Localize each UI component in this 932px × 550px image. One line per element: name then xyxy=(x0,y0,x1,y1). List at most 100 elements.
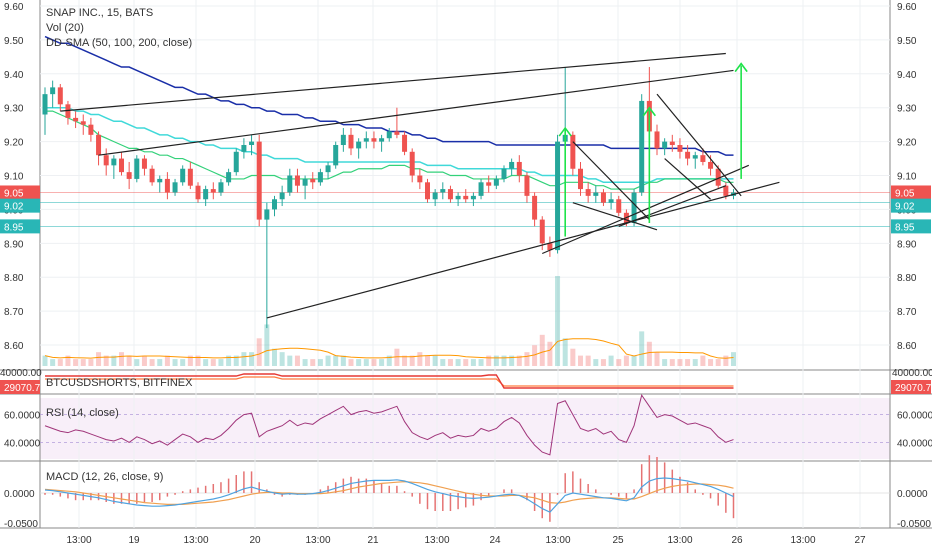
volume-bar xyxy=(432,355,438,366)
rsi-tick-left: 40.0000 xyxy=(4,438,41,449)
candle xyxy=(164,172,170,200)
volume-bar xyxy=(379,359,385,366)
volume-bar xyxy=(164,355,170,366)
volume-bar xyxy=(195,355,201,366)
volume-bar xyxy=(547,341,553,366)
price-tick-right: 9.10 xyxy=(897,172,917,183)
rsi-band xyxy=(40,398,890,459)
volume-bar xyxy=(677,359,683,366)
candle-body xyxy=(501,168,507,179)
candle-body xyxy=(447,189,453,200)
candle-body xyxy=(723,185,729,196)
candle-body xyxy=(57,87,63,105)
volume-bar xyxy=(226,355,232,366)
macd-tick-right: -0.0500 xyxy=(897,519,931,530)
candle xyxy=(233,148,239,176)
candle xyxy=(264,202,270,329)
rsi-panel xyxy=(40,394,890,456)
candle xyxy=(317,168,323,186)
volume-bar xyxy=(639,331,645,366)
macd-line xyxy=(44,477,734,513)
candle xyxy=(126,161,132,190)
price-tick-right: 8.80 xyxy=(897,273,917,284)
candle xyxy=(294,168,300,193)
candle-body xyxy=(478,182,484,196)
moving-averages xyxy=(44,35,734,190)
volume-bar xyxy=(210,359,216,366)
candle-body xyxy=(80,121,86,125)
candle xyxy=(639,94,645,196)
volume-bar xyxy=(616,359,622,366)
volume-bar xyxy=(203,359,209,366)
volume-ma-line xyxy=(44,338,734,359)
price-tag-b-right-bg xyxy=(891,219,931,234)
price-tick-right: 9.40 xyxy=(897,70,917,81)
candle-body xyxy=(149,168,155,183)
price-tag-last-right: 9.05 xyxy=(895,188,915,199)
candle-body xyxy=(455,195,461,200)
candle-body xyxy=(600,192,606,203)
trendline-5 xyxy=(572,141,650,221)
candle-body xyxy=(42,94,48,115)
volume-bar xyxy=(646,341,652,366)
candle-body xyxy=(677,145,683,152)
time-tick: 25 xyxy=(612,535,624,546)
candle-body xyxy=(203,189,209,200)
candle xyxy=(50,80,56,108)
price-tick-right: 9.50 xyxy=(897,36,917,47)
macd-signal-line xyxy=(44,480,734,505)
volume-bar xyxy=(119,352,124,366)
candle-body xyxy=(639,100,645,193)
volume-bar xyxy=(402,355,408,366)
volume-bar xyxy=(509,355,515,366)
candle xyxy=(470,192,476,207)
price-tick-left: 9.40 xyxy=(4,70,24,81)
price-tick-right: 8.70 xyxy=(897,307,917,318)
candle-body xyxy=(348,134,354,149)
btc-tag-right-bg xyxy=(891,380,931,394)
time-tick: 13:00 xyxy=(183,535,208,546)
volume-bar xyxy=(700,355,706,366)
candle xyxy=(73,111,79,129)
candle-body xyxy=(172,182,178,193)
candle xyxy=(111,155,117,179)
price-tag-a-right-bg xyxy=(891,198,931,213)
candle xyxy=(180,165,186,186)
volume-bar xyxy=(218,359,224,366)
candle-body xyxy=(371,138,377,142)
candle xyxy=(654,124,660,156)
sma-legend: DD-SMA (50, 100, 200, close) xyxy=(46,37,192,49)
volume-bar xyxy=(455,359,461,366)
price-tick-left: 9.60 xyxy=(4,2,24,13)
candle-body xyxy=(141,158,147,169)
trendline-8 xyxy=(664,158,711,200)
candle-body xyxy=(555,141,561,251)
candle xyxy=(440,182,446,200)
time-tick: 19 xyxy=(128,535,140,546)
price-tag-last-right-bg xyxy=(891,185,931,200)
volume-bar xyxy=(623,355,629,366)
volume-bar xyxy=(272,348,277,366)
btc-scale-label-left: 40000.00 xyxy=(0,368,42,379)
volume-bar xyxy=(241,352,247,366)
candle xyxy=(463,189,469,203)
btc-legend: BTCUSDSHORTS, BITFINEX xyxy=(46,377,193,389)
candle xyxy=(363,131,369,149)
price-tick-left: 8.60 xyxy=(4,341,24,352)
candle-body xyxy=(470,195,476,200)
time-tick: 13:00 xyxy=(305,535,330,546)
macd-tick-right: 0.0000 xyxy=(897,489,928,500)
volume-bar xyxy=(141,355,147,366)
price-tag-b-left-bg xyxy=(0,219,40,234)
rsi-tick-right: 40.0000 xyxy=(897,438,932,449)
volume-bar xyxy=(279,352,285,366)
volume-bar xyxy=(478,359,484,366)
macd-legend: MACD (12, 26, close, 9) xyxy=(46,471,163,483)
rsi-line xyxy=(44,394,734,456)
macd-panel xyxy=(40,455,890,522)
candle-body xyxy=(310,178,316,183)
candle-body xyxy=(516,161,522,176)
candle-body xyxy=(233,151,239,173)
candle-body xyxy=(402,134,408,152)
